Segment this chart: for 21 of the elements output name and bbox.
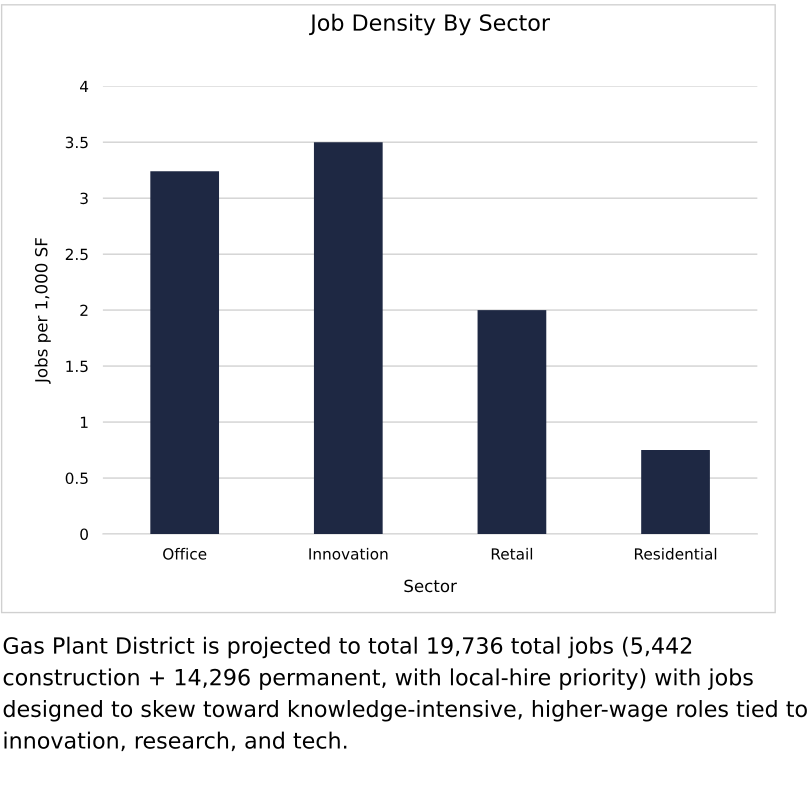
x-tick-label: Innovation (309, 548, 388, 560)
y-tick-label: 0 (80, 528, 88, 540)
y-tick-label: 3.5 (66, 136, 88, 148)
y-tick-label: 4 (80, 80, 88, 92)
bar (641, 450, 710, 534)
bar (478, 310, 546, 534)
x-tick-label: Retail (492, 548, 532, 560)
text: Gas Plant District is projected to total 19,736 total jobs (5,442 construction + 14,296 permanent, with local-hire priority) with jobs designed to skew toward knowledge-intensive, higher-wage roles tied to innovation, research, and tech. (4, 636, 807, 752)
bar (314, 142, 383, 534)
x-axis-title: Sector (404, 580, 457, 592)
chart-title: Job Density By Sector (309, 14, 550, 36)
y-axis-title: Jobs per 1,000 SF (34, 238, 51, 384)
y-tick-label: 1 (80, 416, 88, 428)
x-tick-label: Office (163, 548, 206, 560)
y-tick-label: 2 (80, 304, 88, 316)
x-tick-label: Residential (634, 548, 716, 560)
y-tick-label: 0.5 (66, 472, 88, 484)
y-tick-label: 1.5 (66, 360, 88, 372)
y-tick-label: 2.5 (66, 248, 88, 260)
y-tick-label: 3 (80, 192, 88, 204)
bar (150, 171, 220, 534)
